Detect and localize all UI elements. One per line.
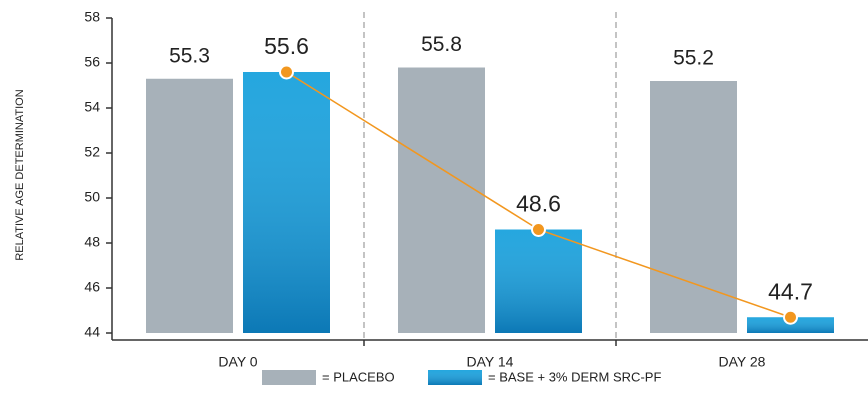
bar-shade bbox=[243, 72, 330, 333]
y-tick-label: 52 bbox=[84, 144, 100, 160]
legend-label: = BASE + 3% DERM SRC-PF bbox=[488, 369, 661, 384]
bar bbox=[398, 67, 485, 333]
trend-dot bbox=[531, 222, 546, 237]
value-label: 55.6 bbox=[264, 33, 309, 59]
legend-swatch bbox=[262, 370, 316, 385]
value-label: 44.7 bbox=[768, 278, 813, 304]
y-tick-label: 56 bbox=[84, 54, 100, 70]
y-tick-label: 54 bbox=[84, 99, 100, 115]
y-tick-label: 58 bbox=[84, 9, 100, 25]
y-tick-label: 44 bbox=[84, 324, 100, 340]
y-axis-label: RELATIVE AGE DETERMINATION bbox=[14, 89, 26, 260]
value-label: 55.3 bbox=[169, 44, 210, 67]
trend-dot bbox=[279, 64, 294, 80]
bar-shade bbox=[747, 317, 834, 333]
y-tick-label: 50 bbox=[84, 189, 100, 205]
bar bbox=[146, 78, 233, 333]
value-label: 55.2 bbox=[673, 47, 714, 70]
x-tick-label: DAY 0 bbox=[218, 354, 257, 370]
legend-swatch-shade bbox=[428, 370, 482, 385]
x-tick-label: DAY 14 bbox=[467, 354, 514, 370]
value-label: 48.6 bbox=[516, 191, 561, 217]
value-label: 55.8 bbox=[421, 33, 462, 56]
x-tick-label: DAY 28 bbox=[719, 354, 766, 370]
bar bbox=[650, 81, 737, 333]
legend-label: = PLACEBO bbox=[322, 369, 395, 384]
y-tick-label: 48 bbox=[84, 234, 100, 250]
trend-dot bbox=[783, 309, 798, 325]
y-tick-label: 46 bbox=[84, 279, 100, 295]
bar-shade bbox=[495, 229, 582, 333]
